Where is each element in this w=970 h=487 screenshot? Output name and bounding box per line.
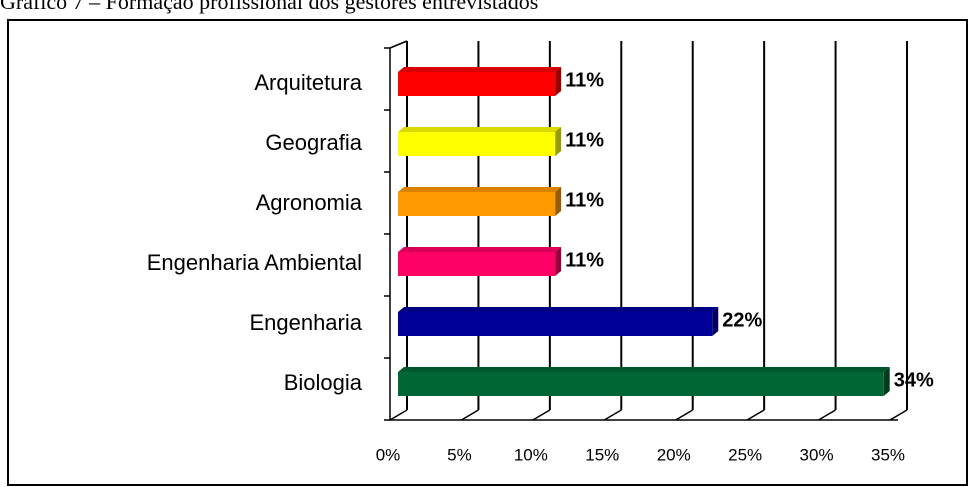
value-label: 34% [894,369,934,391]
value-label: 22% [722,309,762,331]
x-tick-label: 30% [800,445,834,464]
bar-top [398,307,719,312]
bar-top [398,367,890,372]
grid-line-depth [389,409,408,421]
category-label: Geografia [265,130,362,155]
bar-side [555,187,562,216]
bar [398,372,884,396]
grid-line-depth [461,409,479,421]
bar-top [398,247,562,252]
bar-side [555,127,562,156]
bar-side [555,247,562,276]
bar-side [883,367,890,396]
bar-top [398,127,562,132]
value-label: 11% [565,249,604,271]
x-tick-label: 10% [514,445,548,464]
grid-line-depth [603,409,622,421]
bar [398,72,556,96]
y-axis-depth [389,40,408,49]
chart-title: Gráfico 7 – Formação profissional dos ge… [0,0,538,14]
grid-line-depth [818,409,836,421]
bar [398,312,713,336]
x-tick-label: 20% [657,445,691,464]
value-label: 11% [565,69,604,91]
bar-top [398,187,562,192]
grid-line-depth [746,409,765,421]
value-label: 11% [565,189,604,211]
title-band [0,0,970,19]
bar [398,132,556,156]
x-tick-label: 35% [871,445,905,464]
bar-top [398,67,562,72]
plot-area: 0% 5% 10% 15% 20% 25% 30% 35% Arquitetura 11% Geog… [147,40,934,464]
x-tick-label: 25% [728,445,762,464]
category-label: Engenharia Ambiental [147,250,362,275]
bar-side [555,67,562,96]
category-label: Biologia [284,370,363,395]
grid-line-depth [532,409,551,421]
value-label: 11% [565,129,604,151]
x-tick-label: 15% [585,445,619,464]
category-label: Engenharia [249,310,362,335]
grid-line-depth [675,409,694,421]
bar [398,252,556,276]
bar-side [712,307,719,336]
x-tick-label: 5% [447,445,472,464]
x-tick-label: 0% [376,445,401,464]
bar [398,192,556,216]
category-label: Agronomia [256,190,363,215]
grid-line-depth [889,409,908,421]
category-label: Arquitetura [254,70,362,95]
